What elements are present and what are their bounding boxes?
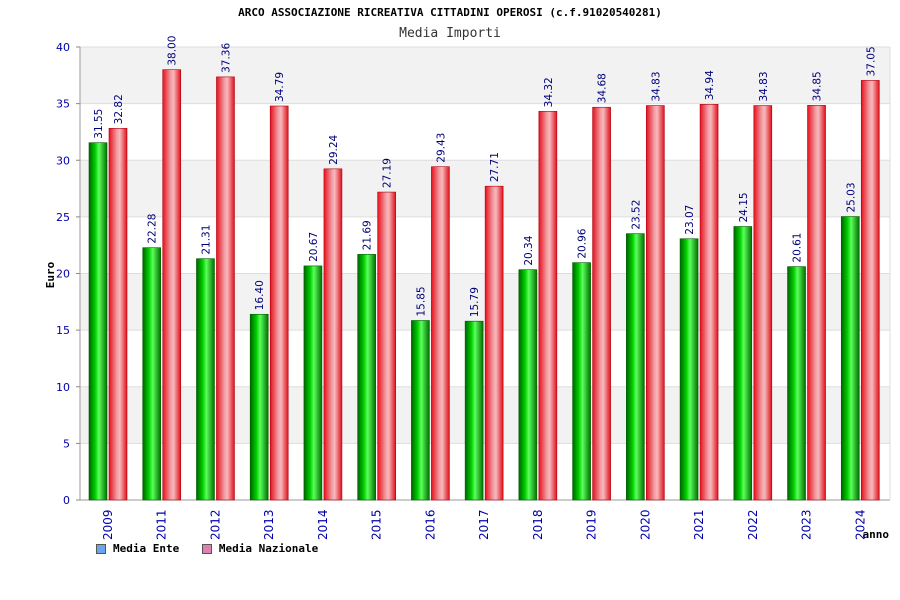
bar-media-ente	[572, 262, 591, 501]
y-tick-label: 25	[56, 211, 70, 224]
bar-media-ente	[733, 226, 753, 501]
bar-media-nazionale	[538, 111, 558, 501]
x-tick-label: 2014	[316, 509, 330, 540]
bar-media-nazionale	[216, 76, 235, 501]
x-tick-label: 2018	[531, 509, 545, 540]
grid-band	[80, 47, 890, 104]
data-label: 29.43	[435, 133, 447, 163]
bar-media-nazionale	[807, 105, 826, 501]
bar-media-ente	[411, 320, 430, 501]
legend-item-media-ente: Media Ente	[96, 542, 179, 555]
bar-media-ente	[142, 247, 162, 501]
x-tick-label: 2022	[746, 509, 760, 540]
bar-media-nazionale	[269, 105, 289, 501]
legend-label-media-nazionale: Media Nazionale	[218, 542, 319, 555]
y-tick-label: 5	[63, 437, 70, 450]
y-tick-label: 30	[56, 154, 70, 167]
bar-media-ente	[249, 313, 269, 501]
data-label: 27.19	[382, 158, 394, 188]
bar-media-nazionale	[646, 105, 665, 501]
data-label: 34.68	[597, 73, 609, 103]
x-tick-label: 2024	[853, 509, 867, 540]
bar-media-ente	[679, 238, 699, 501]
x-tick-label: 2021	[692, 509, 706, 540]
y-tick-label: 20	[56, 268, 70, 281]
data-label: 34.32	[543, 77, 555, 107]
bar-media-ente	[303, 265, 323, 501]
y-tick-label: 40	[56, 41, 70, 54]
legend-label-media-ente: Media Ente	[113, 542, 180, 555]
x-tick-label: 2017	[477, 509, 491, 540]
bar-media-nazionale	[323, 168, 343, 501]
x-tick-label: 2019	[585, 509, 599, 540]
bar-media-nazionale	[431, 166, 450, 501]
legend-item-media-nazionale: Media Nazionale	[201, 542, 319, 555]
legend-swatch-media-ente	[96, 543, 106, 554]
data-label: 34.83	[758, 71, 770, 101]
data-label: 21.31	[200, 225, 212, 255]
data-label: 34.85	[812, 71, 824, 101]
bar-media-ente	[626, 233, 645, 501]
x-tick-label: 2009	[101, 509, 115, 540]
bar-media-ente	[840, 216, 860, 501]
data-label: 37.05	[865, 46, 877, 76]
data-label: 15.85	[415, 286, 427, 316]
data-label: 27.71	[489, 152, 501, 182]
data-label: 25.03	[845, 182, 857, 212]
bar-media-nazionale	[699, 104, 719, 501]
bar-media-nazionale	[162, 69, 182, 501]
legend: Media Ente Media Nazionale	[96, 542, 334, 557]
y-axis-label: Euro	[44, 261, 57, 288]
x-tick-label: 2011	[155, 509, 169, 540]
x-tick-label: 2016	[423, 509, 437, 540]
bar-media-ente	[196, 258, 215, 501]
data-label: 22.28	[147, 214, 159, 244]
data-label: 38.00	[167, 36, 179, 66]
y-tick-label: 10	[56, 381, 70, 394]
bar-media-nazionale	[753, 105, 773, 501]
data-label: 23.07	[684, 205, 696, 235]
data-label: 37.36	[220, 43, 232, 73]
chart-subtitle: Media Importi	[399, 26, 501, 41]
data-label: 29.24	[328, 134, 340, 164]
bar-media-ente	[787, 266, 806, 501]
data-label: 34.94	[704, 70, 716, 100]
data-label: 23.52	[630, 200, 642, 230]
data-label: 31.55	[93, 109, 105, 139]
x-tick-label: 2015	[370, 509, 384, 540]
y-tick-label: 0	[63, 494, 70, 507]
bar-media-nazionale	[860, 80, 880, 501]
x-tick-label: 2013	[262, 509, 276, 540]
data-label: 21.69	[362, 220, 374, 250]
x-tick-label: 2023	[800, 509, 814, 540]
bar-media-ente	[357, 254, 376, 501]
data-label: 20.61	[792, 233, 804, 263]
bar-media-nazionale	[377, 191, 396, 501]
x-tick-label: 2020	[638, 509, 652, 540]
data-label: 15.79	[469, 287, 481, 317]
legend-swatch-media-nazionale	[201, 543, 212, 554]
data-label: 16.40	[254, 280, 266, 310]
data-label: 20.96	[577, 228, 589, 258]
data-label: 24.15	[738, 192, 750, 222]
y-tick-label: 35	[56, 98, 70, 111]
chart-title: ARCO ASSOCIAZIONE RICREATIVA CITTADINI O…	[238, 6, 662, 19]
bar-media-ente	[518, 269, 538, 501]
x-tick-label: 2012	[208, 509, 222, 540]
bar-media-nazionale	[108, 128, 128, 501]
y-tick-label: 15	[56, 324, 70, 337]
data-label: 34.83	[650, 71, 662, 101]
bar-media-nazionale	[484, 185, 504, 501]
data-label: 20.34	[523, 235, 535, 265]
data-label: 34.79	[274, 72, 286, 102]
data-label: 20.67	[308, 232, 320, 262]
bar-media-ente	[464, 320, 484, 501]
x-axis-label: anno	[863, 528, 890, 541]
data-label: 32.82	[113, 94, 125, 124]
bar-media-ente	[88, 142, 108, 501]
bar-media-nazionale	[592, 106, 611, 501]
